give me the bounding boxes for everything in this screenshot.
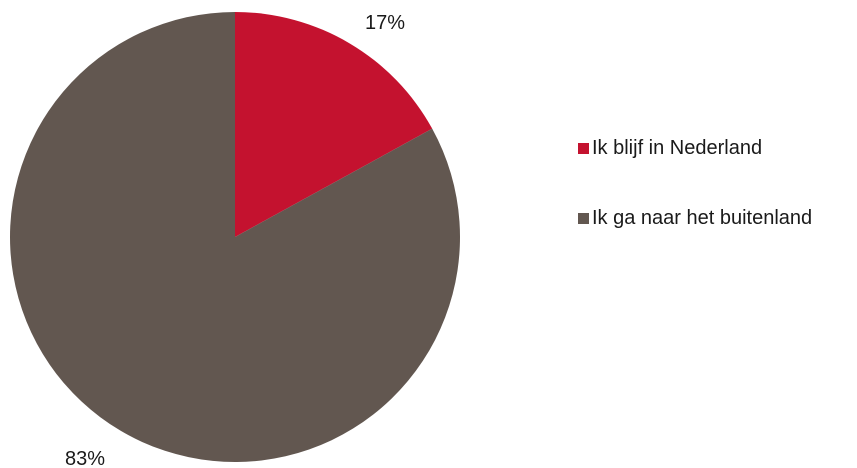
pie-slice-buitenland (9, 12, 460, 462)
pie-data-labels: 17% 83% (65, 12, 405, 468)
legend-label-buitenland: Ik ga naar het buitenland (592, 206, 813, 229)
legend-swatch-buitenland (578, 212, 589, 224)
chart-legend: Ik blijf in Nederland Ik ga naar het bui… (578, 134, 812, 274)
pie-slice-blijf (235, 12, 433, 237)
legend-swatch-blijf (578, 142, 589, 154)
legend-item-buitenland: Ik ga naar het buitenland (578, 204, 812, 232)
data-label-blijf: 17% (365, 12, 405, 34)
legend-label-blijf: Ik blijf in Nederland (592, 136, 763, 159)
legend-item-blijf: Ik blijf in Nederland (578, 134, 812, 162)
data-label-buitenland: 83% (65, 448, 105, 468)
pie-slices (9, 12, 460, 462)
